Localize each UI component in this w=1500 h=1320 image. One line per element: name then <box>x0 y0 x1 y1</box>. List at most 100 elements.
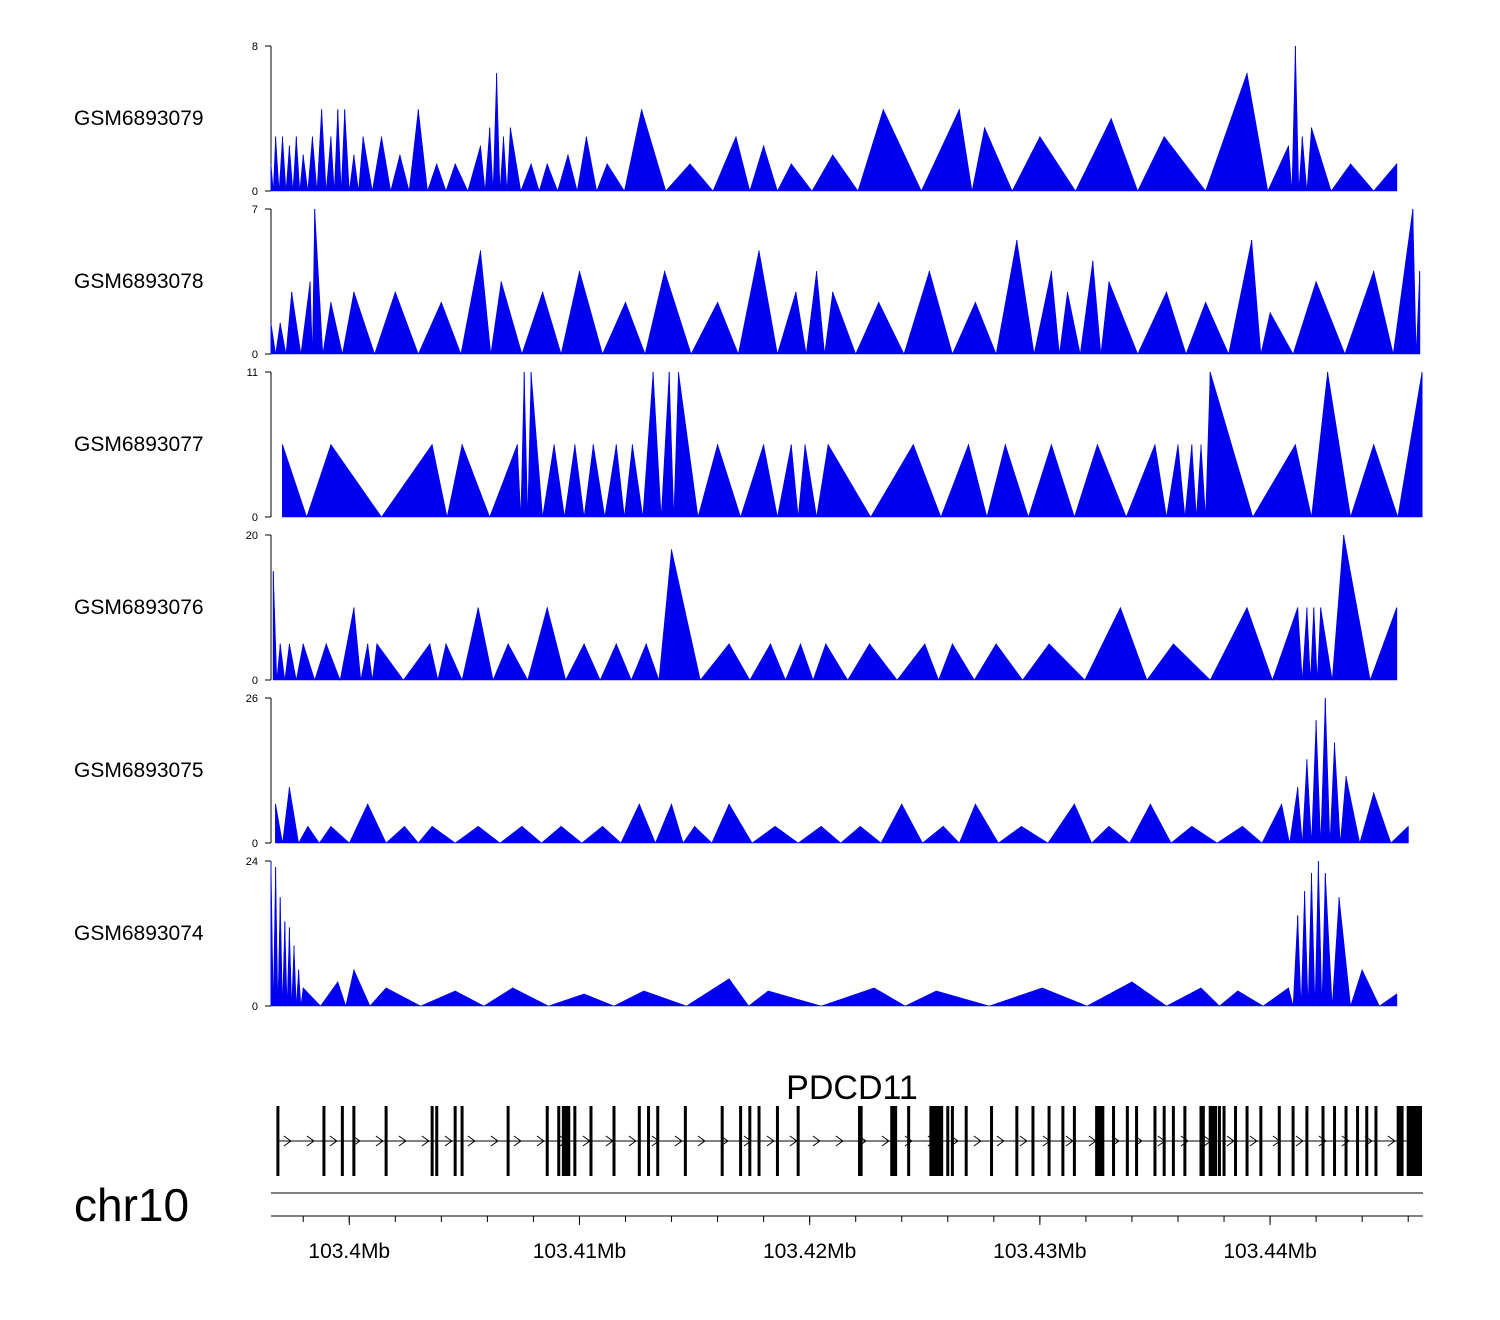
track-GSM6893074: GSM6893074 24 0 <box>74 856 1398 1013</box>
exon-wide <box>1095 1106 1105 1176</box>
strand-arrow <box>398 1135 407 1147</box>
track-label: GSM6893078 <box>74 270 204 293</box>
gene-name-label: PDCD11 <box>786 1069 918 1107</box>
coverage-area <box>275 697 1409 844</box>
exon <box>573 1106 577 1176</box>
strand-arrow <box>1249 1135 1258 1147</box>
coverage-area <box>270 45 1397 193</box>
strand-arrow <box>329 1135 338 1147</box>
exon <box>1217 1106 1221 1176</box>
y-axis-max-label: 11 <box>247 367 258 379</box>
exon <box>1183 1106 1187 1176</box>
exon <box>964 1106 968 1176</box>
y-axis-max-label: 7 <box>252 204 258 216</box>
strand-arrow <box>973 1135 982 1147</box>
exon <box>1171 1106 1175 1176</box>
exon <box>1356 1106 1360 1176</box>
strand-arrow <box>375 1135 384 1147</box>
exon <box>1333 1106 1337 1176</box>
exon <box>1234 1106 1238 1176</box>
strand-arrow <box>1318 1135 1327 1147</box>
exon <box>340 1106 344 1176</box>
exon-wide <box>929 1106 944 1176</box>
strand-arrow <box>812 1135 821 1147</box>
exon <box>1112 1106 1116 1176</box>
exon <box>656 1106 660 1176</box>
exon <box>589 1106 593 1176</box>
strand-arrow <box>996 1135 1005 1147</box>
track-GSM6893079: GSM6893079 8 0 <box>74 41 1398 198</box>
exon <box>612 1106 616 1176</box>
axis-tick-label: 103.44Mb <box>1223 1240 1316 1263</box>
exon <box>739 1106 743 1176</box>
strand-arrow <box>628 1135 637 1147</box>
exon <box>1125 1106 1129 1176</box>
strand-arrow <box>1019 1135 1028 1147</box>
y-axis-min-label: 0 <box>252 1001 258 1013</box>
strand-arrow <box>1180 1135 1189 1147</box>
exon <box>757 1106 761 1176</box>
exon <box>796 1106 800 1176</box>
exon-wide <box>563 1106 571 1176</box>
strand-arrow <box>283 1135 292 1147</box>
exon <box>557 1106 561 1176</box>
track-label: GSM6893075 <box>74 759 204 782</box>
exon <box>1162 1106 1166 1176</box>
y-axis-min-label: 0 <box>252 349 258 361</box>
track-GSM6893075: GSM6893075 26 0 <box>74 693 1409 850</box>
strand-arrow <box>1295 1135 1304 1147</box>
exon <box>545 1106 549 1176</box>
strand-arrow <box>536 1135 545 1147</box>
y-axis-max-label: 24 <box>246 856 258 868</box>
exon <box>1321 1106 1325 1176</box>
exon <box>453 1106 457 1176</box>
exon <box>1031 1106 1035 1176</box>
track-GSM6893076: GSM6893076 20 0 <box>74 530 1398 687</box>
chromosome-label: chr10 <box>74 1179 189 1231</box>
exon <box>720 1106 724 1176</box>
coverage-area <box>282 371 1423 518</box>
axis-tick-label: 103.4Mb <box>308 1240 390 1263</box>
exon <box>1291 1106 1295 1176</box>
track-GSM6893077: GSM6893077 11 0 <box>74 367 1423 524</box>
axis-tick-label: 103.41Mb <box>533 1240 626 1263</box>
track-label: GSM6893077 <box>74 433 204 456</box>
exon-wide <box>1408 1106 1422 1176</box>
strand-arrow <box>306 1135 315 1147</box>
exon <box>946 1106 950 1176</box>
gene-track: PDCD11 <box>276 1069 1422 1176</box>
strand-arrow <box>421 1135 430 1147</box>
strand-arrow <box>1341 1135 1350 1147</box>
strand-arrow <box>513 1135 522 1147</box>
y-axis-max-label: 8 <box>252 41 258 53</box>
coverage-area <box>270 860 1397 1008</box>
strand-arrow <box>1226 1135 1235 1147</box>
exon <box>907 1106 911 1176</box>
exon <box>1222 1106 1226 1176</box>
strand-arrow <box>697 1135 706 1147</box>
exon <box>775 1106 779 1176</box>
exon <box>506 1106 510 1176</box>
track-label: GSM6893076 <box>74 596 204 619</box>
strand-arrow <box>835 1135 844 1147</box>
y-axis-min-label: 0 <box>252 838 258 850</box>
y-axis-max-label: 20 <box>246 530 258 542</box>
exon <box>1245 1106 1249 1176</box>
exon <box>1061 1106 1065 1176</box>
y-axis-min-label: 0 <box>252 675 258 687</box>
exon <box>647 1106 651 1176</box>
axis-tick-label: 103.43Mb <box>993 1240 1086 1263</box>
exon <box>1153 1106 1157 1176</box>
exon <box>1072 1106 1076 1176</box>
coverage-area <box>270 208 1420 356</box>
coverage-tracks: GSM689307980GSM689307870GSM6893077110GSM… <box>74 41 1423 1013</box>
exon <box>322 1106 326 1176</box>
track-label: GSM6893074 <box>74 922 204 945</box>
exon <box>276 1106 280 1176</box>
y-axis-min-label: 0 <box>252 512 258 524</box>
exon <box>435 1106 439 1176</box>
exon-wide <box>858 1106 863 1176</box>
strand-arrow <box>490 1135 499 1147</box>
coverage-area <box>273 534 1397 682</box>
